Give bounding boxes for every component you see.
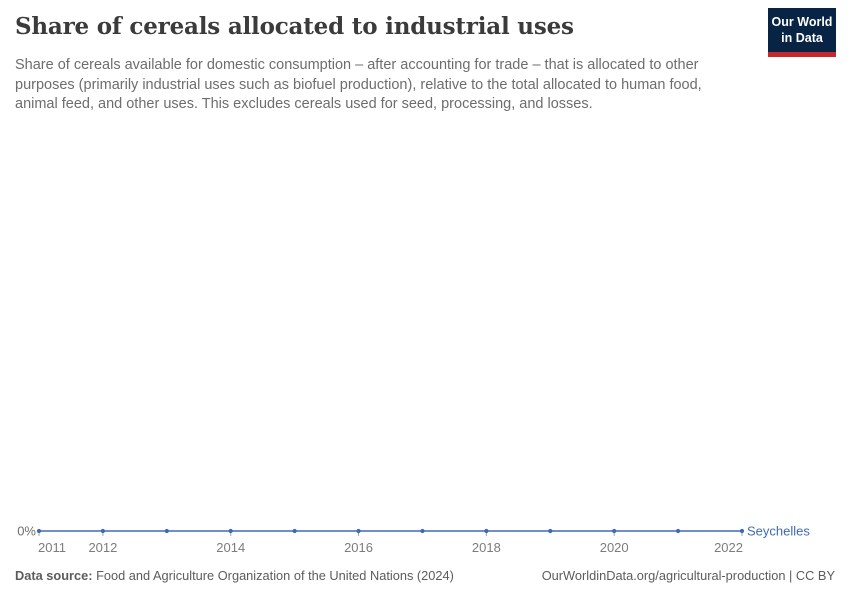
owid-logo-line1: Our World	[771, 15, 833, 29]
data-point[interactable]	[228, 528, 233, 534]
y-axis-tick-label: 0%	[17, 524, 36, 539]
series-entity-label[interactable]: Seychelles	[747, 524, 810, 539]
data-point[interactable]	[548, 528, 553, 534]
x-axis-tick-label: 2016	[344, 540, 373, 555]
data-source-text: Food and Agriculture Organization of the…	[92, 568, 454, 583]
x-axis-tick-label: 2020	[600, 540, 629, 555]
data-source-label: Data source:	[15, 568, 93, 583]
data-point[interactable]	[484, 528, 489, 534]
owid-logo-line2: in Data	[781, 30, 823, 45]
data-point[interactable]	[612, 528, 617, 534]
x-axis-tick-label: 2018	[472, 540, 501, 555]
data-point[interactable]	[36, 528, 42, 534]
data-point[interactable]	[420, 528, 425, 534]
owid-logo-red-bar	[768, 52, 836, 58]
data-source-note: Data source: Food and Agriculture Organi…	[15, 567, 454, 585]
data-point[interactable]	[164, 528, 169, 534]
x-axis-tick-label: 2011	[38, 540, 66, 555]
data-point[interactable]	[100, 528, 106, 534]
chart-subtitle: Share of cereals available for domestic …	[15, 57, 702, 112]
chart-canvas: 0%2011 2012 2014 2016 2018 2020 2022 Seychelles	[17, 524, 810, 556]
chart-footer: Data source: Food and Agriculture Organi…	[15, 567, 835, 585]
page-title: Share of cereals allocated to industrial…	[15, 13, 574, 40]
data-point[interactable]	[292, 528, 297, 534]
data-point[interactable]	[739, 528, 745, 534]
data-point[interactable]	[675, 528, 681, 534]
owid-logo[interactable]: Our World in Data	[768, 8, 836, 58]
owid-url-license-link[interactable]: OurWorldinData.org/agricultural-producti…	[541, 568, 835, 583]
x-axis-tick-label: 2012	[88, 540, 117, 555]
owid-logo-box: Our World in Data	[768, 8, 836, 53]
data-point[interactable]	[356, 528, 361, 534]
x-axis-tick-label: 2022	[714, 540, 743, 555]
x-axis-tick-label: 2014	[216, 540, 245, 555]
